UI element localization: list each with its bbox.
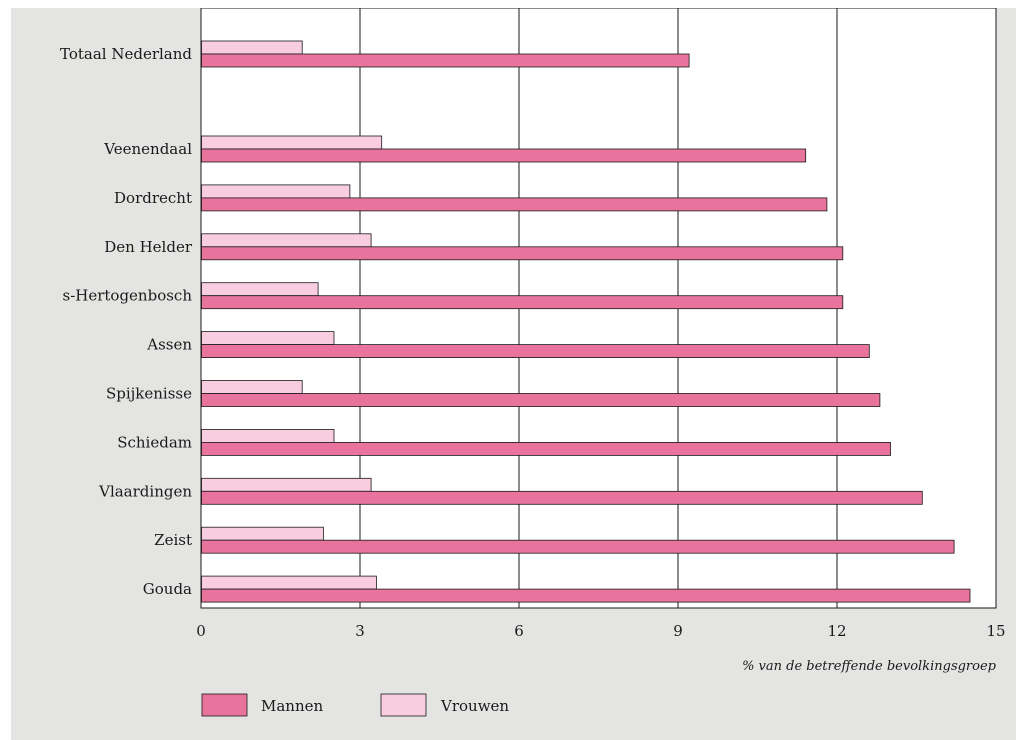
bar-vrouwen [201,380,303,394]
bar-mannen [201,246,844,261]
bar-mannen [201,441,891,456]
category-label: Assen [146,336,192,354]
category-label: Veenendaal [103,140,192,158]
bar-vrouwen [201,40,303,55]
bar-mannen [201,588,971,603]
bar-vrouwen [201,526,324,541]
x-axis-title: % van de betreffende bevolkingsgroep [742,659,997,674]
bar-vrouwen [201,282,319,297]
category-label: Gouda [143,580,192,598]
bar-mannen [201,490,923,505]
bar-mannen [201,295,844,310]
legend-swatch-vrouwen [380,693,427,717]
legend-swatch-mannen [201,693,248,717]
bar-vrouwen [201,233,372,248]
category-label: Zeist [154,531,192,549]
category-label: s-Hertogenbosch [63,287,193,305]
category-label: Vlaardingen [98,482,192,500]
x-tick-label: 6 [514,622,524,640]
bar-vrouwen [201,135,383,150]
bar-mannen [201,197,828,212]
category-label: Schiedam [117,433,192,451]
x-tick-label: 12 [827,622,846,640]
chart-panel: Totaal Nederland Veenendaal Dordrecht Den H… [11,8,1016,740]
bar-vrouwen [201,331,335,346]
bar-mannen [201,393,881,407]
bar-vrouwen [201,184,351,199]
bar-mannen [201,53,690,68]
bar-mannen [201,539,955,554]
category-label: Totaal Nederland [60,45,192,63]
legend-label-vrouwen: Vrouwen [440,697,509,715]
bar-chart: Totaal Nederland Veenendaal Dordrecht Den H… [60,8,1006,717]
bar-vrouwen [201,575,377,590]
category-label: Spijkenisse [106,385,192,403]
category-label: Den Helder [104,238,193,256]
x-tick-label: 3 [355,622,365,640]
legend-label-mannen: Mannen [261,697,324,715]
x-tick-label: 0 [196,622,206,640]
bar-mannen [201,344,870,359]
bar-mannen [201,148,807,163]
bar-vrouwen [201,477,372,492]
category-label: Dordrecht [114,189,192,207]
plot-frame [200,8,997,609]
x-tick-label: 9 [673,622,683,640]
x-tick-label: 15 [986,622,1005,640]
bar-vrouwen [201,428,335,443]
